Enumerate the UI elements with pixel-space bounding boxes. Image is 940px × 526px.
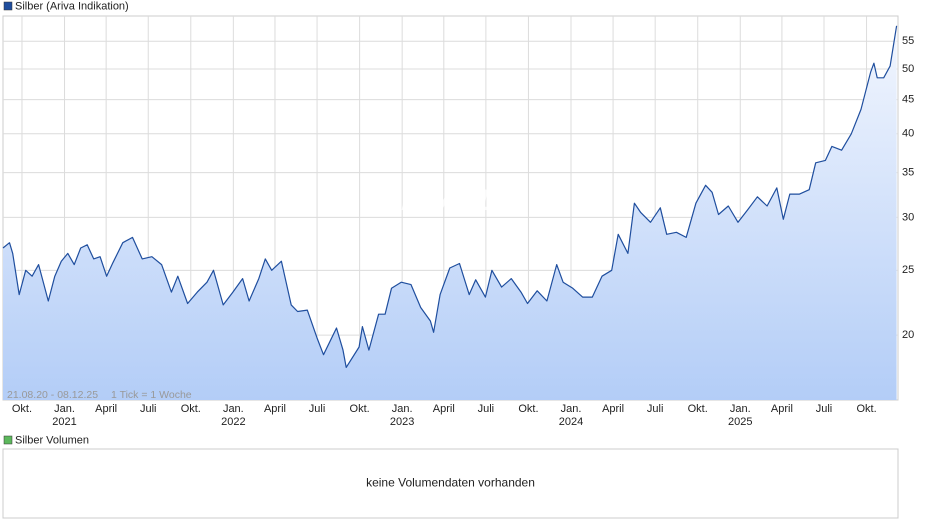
x-tick-label: Okt. <box>518 403 538 415</box>
y-tick-label: 45 <box>902 93 914 105</box>
x-tick-label: April <box>771 403 793 415</box>
y-tick-label: 55 <box>902 35 914 47</box>
x-tick-label: April <box>95 403 117 415</box>
x-tick-label: April <box>264 403 286 415</box>
x-tick-label: Jan. <box>392 403 413 415</box>
x-tick-label: April <box>602 403 624 415</box>
volume-title: Silber Volumen <box>15 434 89 446</box>
y-tick-label: 25 <box>902 264 914 276</box>
y-tick-label: 20 <box>902 329 914 341</box>
x-tick-label: Juli <box>647 403 664 415</box>
x-tick-label: Okt. <box>688 403 708 415</box>
x-tick-label: Okt. <box>181 403 201 415</box>
price-line <box>2 25 898 368</box>
x-tick-label: Juli <box>140 403 157 415</box>
x-tick-label: Juli <box>478 403 495 415</box>
watermark: ARIVA.DE <box>378 184 521 217</box>
x-year-label: 2025 <box>728 416 752 428</box>
tick-note: 1 Tick = 1 Woche <box>111 389 192 401</box>
volume-panel <box>2 448 899 519</box>
x-tick-label: Juli <box>309 403 326 415</box>
x-tick-label: Jan. <box>54 403 75 415</box>
x-tick-label: April <box>433 403 455 415</box>
y-tick-label: 40 <box>902 128 914 140</box>
x-tick-label: Okt. <box>856 403 876 415</box>
x-tick-label: Jan. <box>730 403 751 415</box>
volume-message: keine Volumendaten vorhanden <box>366 476 535 490</box>
chart-title: Silber (Ariva Indikation) <box>15 0 129 12</box>
x-tick-label: Juli <box>816 403 833 415</box>
x-tick-label: Jan. <box>223 403 244 415</box>
x-year-label: 2023 <box>390 416 414 428</box>
y-tick-label: 30 <box>902 211 914 223</box>
x-year-label: 2022 <box>221 416 245 428</box>
x-tick-label: Okt. <box>350 403 370 415</box>
legend-swatch <box>3 1 13 11</box>
y-tick-label: 35 <box>902 166 914 178</box>
x-tick-label: Jan. <box>561 403 582 415</box>
x-tick-label: Okt. <box>12 403 32 415</box>
x-year-label: 2024 <box>559 416 583 428</box>
x-year-label: 2021 <box>52 416 76 428</box>
volume-swatch <box>3 435 13 445</box>
area <box>3 25 897 401</box>
y-tick-label: 50 <box>902 63 914 75</box>
date-range: 21.08.20 - 08.12.25 <box>7 389 98 401</box>
